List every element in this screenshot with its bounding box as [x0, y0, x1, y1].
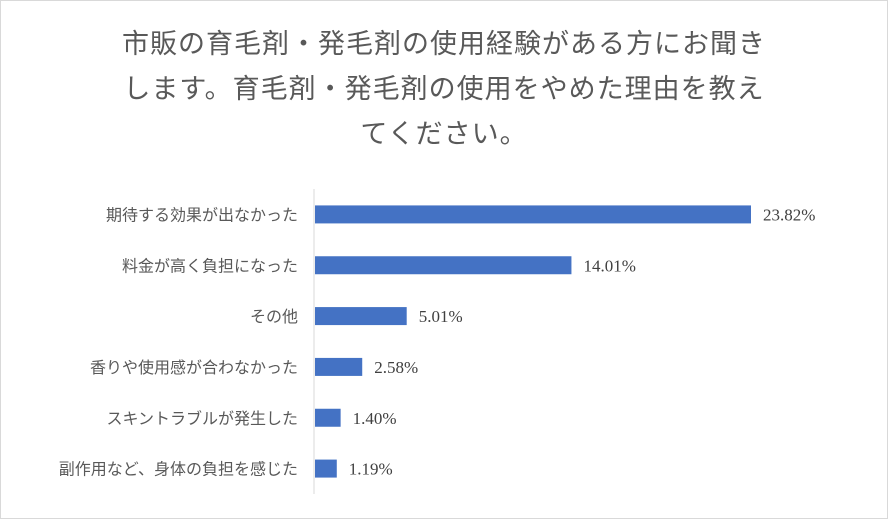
category-label: その他: [250, 307, 298, 326]
data-label: 14.01%: [583, 256, 635, 275]
bar: [315, 205, 751, 224]
chart-title-line-3: てください。: [360, 119, 528, 150]
chart-title-line-1: 市販の育毛剤・発毛剤の使用経験がある方にお聞き: [122, 29, 766, 60]
chart-title: 市販の育毛剤・発毛剤の使用経験がある方にお聞き します。育毛剤・発毛剤の使用をや…: [0, 22, 888, 157]
category-label: 香りや使用感が合わなかった: [90, 358, 298, 377]
data-label: 2.58%: [374, 358, 418, 377]
data-label: 1.19%: [349, 460, 393, 479]
data-label: 23.82%: [763, 205, 815, 224]
data-label: 1.40%: [353, 409, 397, 428]
category-label: 副作用など、身体の負担を感じた: [59, 460, 298, 479]
chart-title-line-2: します。育毛剤・発毛剤の使用をやめた理由を教え: [123, 74, 765, 105]
category-label: スキントラブルが発生した: [106, 409, 298, 428]
bar: [315, 357, 363, 376]
category-label: 期待する効果が出なかった: [106, 205, 298, 224]
bar: [315, 307, 407, 326]
data-label: 5.01%: [419, 307, 463, 326]
bar: [315, 256, 572, 275]
bar: [315, 459, 337, 478]
bar: [315, 408, 341, 427]
category-label: 料金が高く負担になった: [122, 256, 298, 275]
